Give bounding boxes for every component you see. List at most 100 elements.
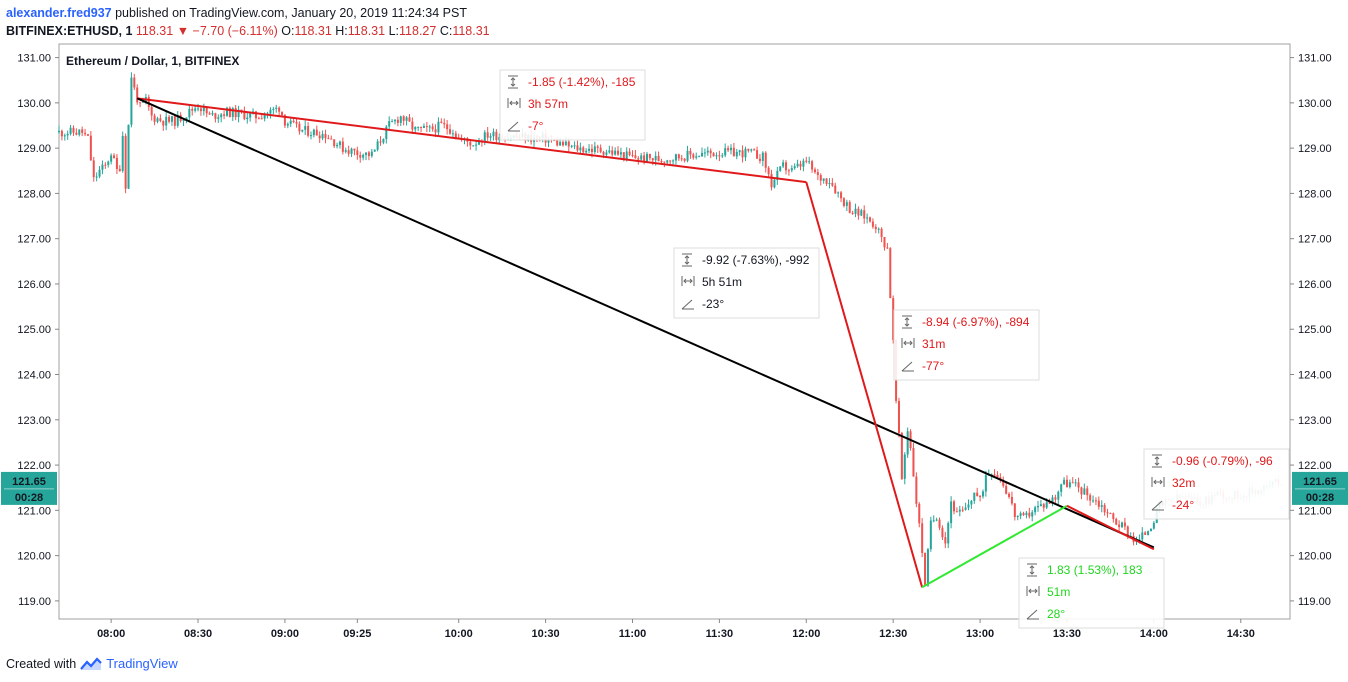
candle-body <box>877 228 880 230</box>
candle-body <box>692 154 695 158</box>
candle-body <box>663 161 666 163</box>
candle-body <box>559 141 562 146</box>
candle-body <box>1008 493 1011 497</box>
candle-body <box>301 129 304 132</box>
candle-body <box>393 119 397 122</box>
candle-body <box>492 131 495 137</box>
candle-body <box>805 160 808 162</box>
candle-body <box>1094 500 1097 502</box>
candle-body <box>866 217 869 219</box>
candle-body <box>165 116 168 126</box>
candle-body <box>1141 532 1144 540</box>
x-tick-label: 11:30 <box>706 628 734 640</box>
y-tick-label: 123.00 <box>1298 415 1332 427</box>
candle-body <box>643 155 646 162</box>
candle-body <box>498 137 501 141</box>
symbol-name[interactable]: BITFINEX:ETHUSD, 1 <box>6 24 133 38</box>
candle-body <box>191 108 194 111</box>
candle-body <box>637 158 640 160</box>
open-value: 118.31 <box>294 24 332 38</box>
tradingview-brand[interactable]: TradingView <box>106 656 178 671</box>
candle-body <box>686 150 689 161</box>
candle-body <box>1092 500 1095 502</box>
candle-body <box>315 129 318 136</box>
candle-body <box>324 133 327 139</box>
candle-body <box>1149 528 1152 532</box>
measure-box <box>499 69 646 141</box>
candle-body <box>1083 488 1086 495</box>
candle-body <box>370 151 373 157</box>
author-link[interactable]: alexander.fred937 <box>6 6 112 20</box>
candle-body <box>993 474 996 476</box>
candle-body <box>831 182 834 186</box>
y-tick-label: 125.00 <box>17 324 51 336</box>
candle-body <box>1109 513 1112 515</box>
candle-body <box>237 109 240 118</box>
candle-body <box>469 141 472 146</box>
candle-body <box>1005 485 1008 494</box>
plot-frame <box>58 43 1291 620</box>
candle-body <box>1063 479 1066 485</box>
candle-body <box>585 150 588 153</box>
candle-body <box>110 155 113 162</box>
measure-angle: 28° <box>1047 607 1065 621</box>
candle-body <box>561 141 564 146</box>
candle-body <box>689 150 692 155</box>
angle-icon <box>507 121 520 132</box>
candle-body <box>573 145 576 147</box>
candle-body <box>1086 488 1089 496</box>
candle-body <box>338 141 341 145</box>
candle-body <box>156 118 159 122</box>
candle-body <box>347 150 350 154</box>
candle-body <box>854 208 857 214</box>
candle-body <box>564 141 567 146</box>
candle-body <box>813 169 816 173</box>
candle-body <box>860 210 863 216</box>
candle-body <box>645 153 648 162</box>
candle-body <box>900 432 903 479</box>
candle-body <box>72 127 75 133</box>
vertical-range-icon <box>902 315 912 329</box>
candle-body <box>257 118 260 120</box>
candle-body <box>828 182 831 184</box>
candle-body <box>159 118 162 121</box>
candle-body <box>1126 526 1129 537</box>
candle-body <box>376 141 379 150</box>
measure-line <box>137 97 807 184</box>
candle-body <box>118 168 121 171</box>
footer: Created with TradingView <box>6 656 178 671</box>
candle-body <box>660 161 663 163</box>
y-tick-label: 120.00 <box>17 551 51 563</box>
candle-body <box>437 121 440 133</box>
candle-body <box>648 153 651 159</box>
candle-body <box>139 102 142 104</box>
candle-body <box>414 126 417 130</box>
y-tick-label: 128.00 <box>17 188 51 200</box>
candle-body <box>1034 507 1037 513</box>
candle-body <box>443 122 446 125</box>
candle-body <box>889 248 892 299</box>
measure-box <box>673 247 820 319</box>
candle-body <box>1100 505 1103 507</box>
created-with-text: Created with <box>6 656 77 671</box>
candle-body <box>309 135 313 137</box>
y-tick-label: 128.00 <box>1298 188 1332 200</box>
candle-body <box>950 501 953 524</box>
candle-body <box>958 509 961 512</box>
candle-body <box>796 163 799 167</box>
candle-body <box>903 454 906 479</box>
candle-body <box>724 148 727 156</box>
x-tick-label: 09:25 <box>343 628 371 640</box>
candle-body <box>249 113 252 118</box>
candle-body <box>669 160 672 162</box>
x-tick-label: 08:30 <box>184 628 212 640</box>
candle-body <box>701 152 704 157</box>
candle-body <box>703 152 706 154</box>
candle-body <box>208 113 211 115</box>
candle-body <box>173 116 176 126</box>
y-tick-label: 127.00 <box>1298 234 1332 246</box>
y-axis-left: 131.00 130.00 129.00 128.00 127.00 126.00 125.… <box>17 53 59 608</box>
candle-body <box>834 185 837 194</box>
candle-body <box>489 136 492 138</box>
